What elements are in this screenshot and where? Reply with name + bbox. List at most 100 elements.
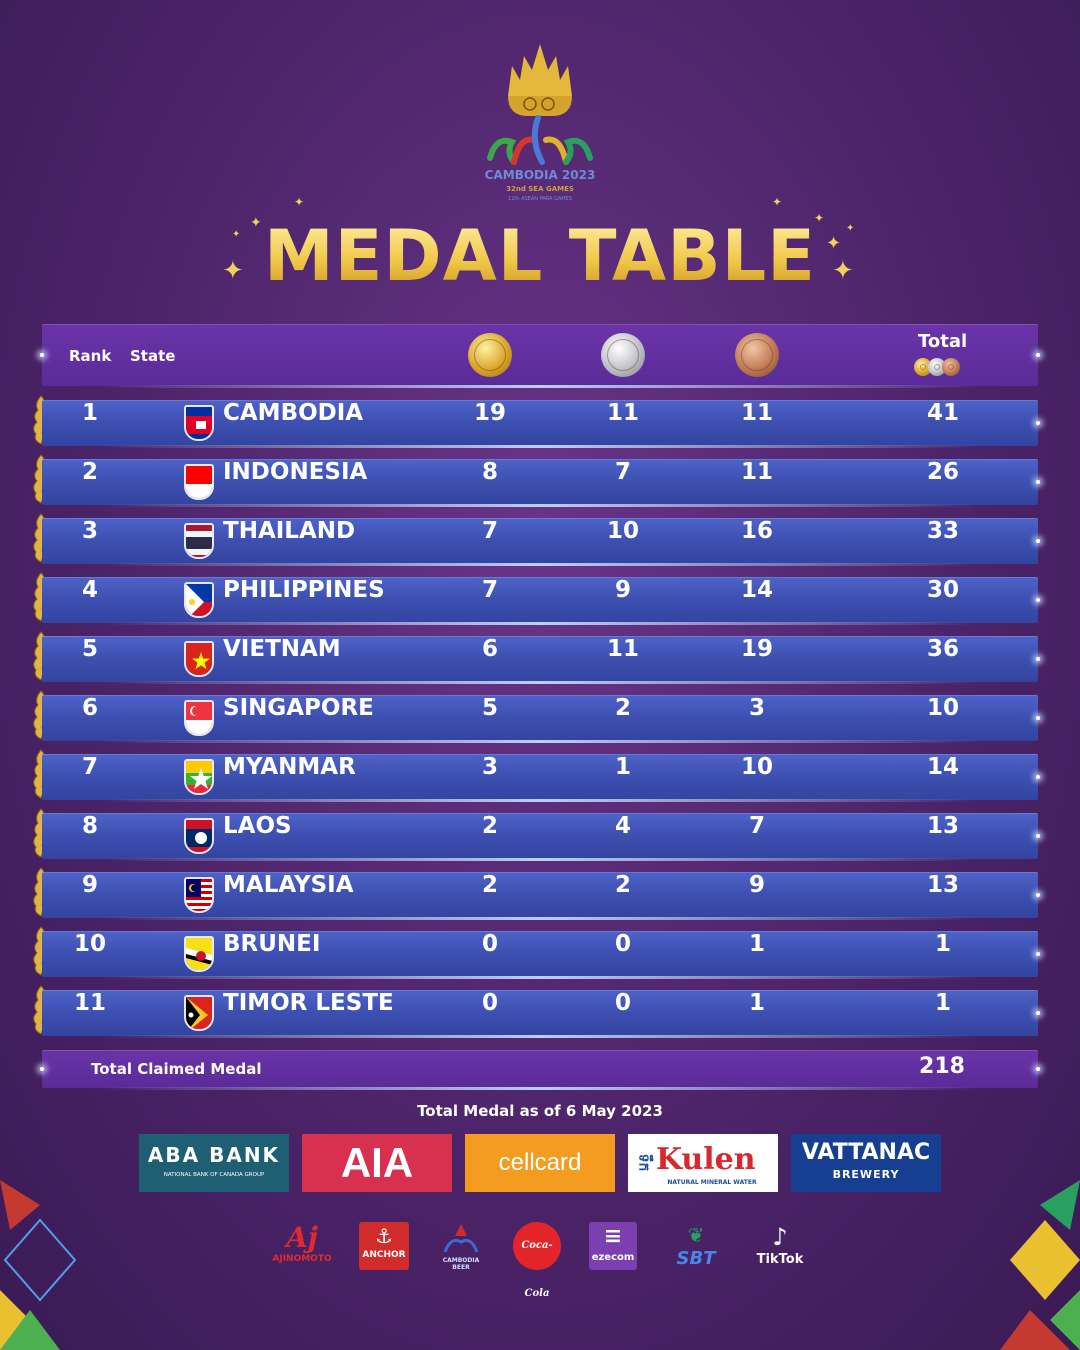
timor-leste-flag-icon [184, 995, 214, 1031]
table-row: 9 MALAYSIA 2 2 9 13 [42, 872, 1040, 920]
myanmar-flag-icon [184, 759, 214, 795]
country-cell: SINGAPORE [223, 695, 374, 721]
kulen-logo: ទឹក Kulen NATURAL MINERAL WATER [628, 1134, 778, 1192]
decorative-stars-right [1000, 1180, 1080, 1350]
total-count: 30 [926, 577, 959, 603]
cambodia-beer-icon [443, 1224, 479, 1253]
table-row: 2 INDONESIA 8 7 11 26 [42, 459, 1040, 507]
silver-count: 2 [614, 695, 631, 721]
sbt-leaf-icon: ❦ [687, 1223, 705, 1247]
silver-medal-icon [601, 333, 645, 377]
total-count: 14 [926, 754, 959, 780]
angkor-emblem-icon [487, 44, 593, 165]
total-count: 1 [934, 931, 951, 957]
bronze-medal-icon [735, 333, 779, 377]
country-cell: BRUNEI [223, 931, 321, 957]
table-row: 11 TIMOR LESTE 0 0 1 1 [42, 990, 1040, 1038]
table-row: 10 BRUNEI 0 0 1 1 [42, 931, 1040, 979]
aia-text: AIA [340, 1139, 414, 1186]
tiktok-icon: ♪ [772, 1223, 788, 1251]
aia-logo: AIA [302, 1134, 452, 1192]
gold-count: 2 [481, 813, 498, 839]
rank-cell: 9 [81, 872, 98, 898]
sparkle-icon: ✦ [222, 258, 244, 284]
table-row: 4 PHILIPPINES 7 9 14 30 [42, 577, 1040, 625]
tiktok-logo: ♪ TikTok [750, 1222, 810, 1272]
philippines-flag-icon [184, 582, 214, 618]
sparkle-icon: ✦ [250, 216, 262, 230]
gold-medal-icon [468, 333, 512, 377]
table-row: 6 SINGAPORE 5 2 3 10 [42, 695, 1040, 743]
anchor-icon: ⚓ [375, 1224, 393, 1248]
cellcard-logo: cellcard [465, 1134, 615, 1192]
ajinomoto-mark: Aj [286, 1221, 318, 1254]
ajinomoto-logo: Aj AJINOMOTO [270, 1222, 334, 1272]
bronze-count: 1 [748, 931, 765, 957]
rank-cell: 6 [81, 695, 98, 721]
aba-bank-word: BANK [209, 1143, 281, 1167]
country-cell: MYANMAR [223, 754, 356, 780]
vattanac-text: VATTANAC [801, 1140, 931, 1165]
sparkle-icon: ✦ [772, 195, 783, 209]
cocacola-logo: Coca-Cola [513, 1222, 561, 1299]
gold-count: 3 [481, 754, 498, 780]
ajinomoto-text: AJINOMOTO [272, 1254, 332, 1264]
bronze-count: 14 [740, 577, 773, 603]
total-count: 10 [926, 695, 959, 721]
sea-games-logo: CAMBODIA 2023 32nd SEA GAMES 12th ASEAN … [484, 40, 596, 210]
table-row: 3 THAILAND 7 10 16 33 [42, 518, 1040, 566]
cellcard-text: cellcard [498, 1149, 582, 1176]
sparkle-icon: ✦ [814, 212, 824, 224]
gold-count: 8 [481, 459, 498, 485]
bronze-count: 11 [740, 459, 773, 485]
total-count: 26 [926, 459, 959, 485]
country-cell: VIETNAM [223, 636, 341, 662]
country-cell: LAOS [223, 813, 292, 839]
vattanac-sub: BREWERY [832, 1168, 900, 1181]
country-cell: INDONESIA [223, 459, 368, 485]
total-claimed-label: Total Claimed Medal [91, 1060, 262, 1078]
total-claimed-bar: Total Claimed Medal 218 [40, 1050, 1040, 1090]
rank-cell: 8 [81, 813, 98, 839]
gold-count: 0 [481, 931, 498, 957]
rank-cell: 2 [81, 459, 98, 485]
malaysia-flag-icon [184, 877, 214, 913]
total-claimed-value: 218 [919, 1054, 965, 1079]
aba-bank-sub: NATIONAL BANK OF CANADA GROUP [163, 1172, 265, 1178]
bronze-count: 19 [740, 636, 773, 662]
sparkle-icon: ✦ [294, 195, 305, 209]
total-count: 33 [926, 518, 959, 544]
sparkle-icon: ✦ [846, 224, 854, 234]
country-cell: TIMOR LESTE [223, 990, 394, 1016]
mini-gold-medal-icon [914, 358, 932, 376]
cocacola-text: Coca-Cola [521, 1240, 553, 1299]
total-count: 13 [926, 872, 959, 898]
indonesia-flag-icon [184, 464, 214, 500]
table-row: 7 MYANMAR 3 1 10 14 [42, 754, 1040, 802]
kulen-side-text: ទឹក [635, 1153, 652, 1172]
silver-count: 4 [614, 813, 631, 839]
bronze-count: 3 [748, 695, 765, 721]
silver-count: 7 [614, 459, 631, 485]
silver-count: 11 [606, 636, 639, 662]
mini-bronze-medal-icon [942, 358, 960, 376]
bronze-count: 10 [740, 754, 773, 780]
brunei-flag-icon [184, 936, 214, 972]
thailand-flag-icon [184, 523, 214, 559]
silver-count: 0 [614, 990, 631, 1016]
silver-count: 0 [614, 931, 631, 957]
kulen-sub: NATURAL MINERAL WATER [667, 1179, 757, 1186]
cambodia-beer-text: CAMBODIA BEER [442, 1257, 480, 1271]
ezecom-text: ezecom [591, 1252, 635, 1263]
page-title: MEDAL TABLE [0, 215, 1080, 297]
bronze-count: 11 [740, 400, 773, 426]
table-header: Rank State Total [40, 324, 1040, 388]
laos-flag-icon [184, 818, 214, 854]
bronze-count: 1 [748, 990, 765, 1016]
logo-title: CAMBODIA 2023 [484, 168, 596, 182]
bronze-count: 7 [748, 813, 765, 839]
rank-cell: 11 [73, 990, 106, 1016]
ezecom-icon: ≡ [603, 1224, 623, 1249]
gold-count: 0 [481, 990, 498, 1016]
mini-silver-medal-icon [928, 358, 946, 376]
